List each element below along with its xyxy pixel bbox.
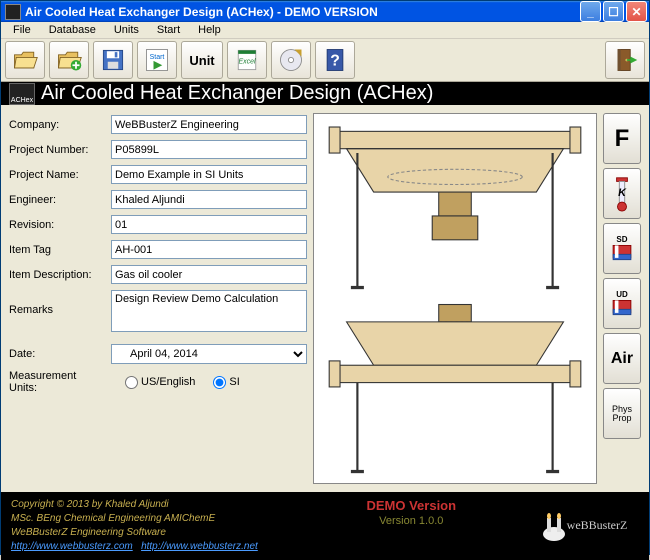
- titlebar: Air Cooled Heat Exchanger Design (ACHex)…: [1, 1, 649, 22]
- form-panel: Company: Project Number: Project Name: E…: [9, 113, 307, 484]
- menu-database[interactable]: Database: [41, 22, 104, 38]
- svg-text:?: ?: [330, 52, 340, 69]
- diagram-bottom: [314, 298, 596, 482]
- side-toolbar: F K SD UD Air Phys Prop: [603, 113, 641, 484]
- close-button[interactable]: ✕: [626, 1, 647, 22]
- label-date: Date:: [9, 348, 107, 360]
- side-phys-button[interactable]: Phys Prop: [603, 388, 641, 439]
- menu-file[interactable]: File: [5, 22, 39, 38]
- minimize-button[interactable]: _: [580, 1, 601, 22]
- svg-text:UD: UD: [616, 289, 628, 298]
- main-area: Company: Project Number: Project Name: E…: [1, 105, 649, 492]
- remarks-input[interactable]: Design Review Demo Calculation: [111, 290, 307, 332]
- footer-link1[interactable]: http://www.webbusterz.com: [11, 541, 133, 552]
- cd-button[interactable]: [271, 41, 311, 79]
- side-sd-button[interactable]: SD: [603, 223, 641, 274]
- app-icon: [5, 4, 21, 20]
- window-title: Air Cooled Heat Exchanger Design (ACHex)…: [25, 5, 580, 19]
- label-units: Measurement Units:: [9, 370, 107, 394]
- banner: ACHex Air Cooled Heat Exchanger Design (…: [1, 82, 649, 105]
- menubar: File Database Units Start Help: [1, 22, 649, 39]
- date-select[interactable]: April 04, 2014: [111, 344, 307, 364]
- exit-button[interactable]: [605, 41, 645, 79]
- radio-us[interactable]: [125, 376, 138, 389]
- footer-mid: DEMO Version Version 1.0.0: [294, 498, 529, 554]
- footer-right: weBBusterZ: [529, 498, 639, 554]
- help-button[interactable]: ?: [315, 41, 355, 79]
- label-itemtag: Item Tag: [9, 244, 107, 256]
- footer-copyright: Copyright © 2013 by Khaled Aljundi: [11, 498, 294, 512]
- menu-help[interactable]: Help: [190, 22, 229, 38]
- side-air-button[interactable]: Air: [603, 333, 641, 384]
- engineer-input[interactable]: [111, 190, 307, 209]
- label-projname: Project Name:: [9, 169, 107, 181]
- excel-button[interactable]: Excel: [227, 41, 267, 79]
- footer-company: WeBBusterZ Engineering Software: [11, 526, 294, 540]
- footer: Copyright © 2013 by Khaled Aljundi MSc. …: [1, 492, 649, 560]
- label-itemdesc: Item Description:: [9, 269, 107, 281]
- unit-button[interactable]: Unit: [181, 41, 223, 79]
- footer-demo: DEMO Version: [294, 498, 529, 513]
- units-radio-group: US/English SI: [111, 376, 240, 389]
- side-ud-button[interactable]: UD: [603, 278, 641, 329]
- radio-si-label[interactable]: SI: [213, 376, 239, 389]
- svg-text:Excel: Excel: [238, 59, 256, 66]
- svg-text:K: K: [618, 186, 627, 198]
- project-name-input[interactable]: [111, 165, 307, 184]
- menu-units[interactable]: Units: [106, 22, 147, 38]
- toolbar: Start Unit Excel ?: [1, 39, 649, 82]
- main-window: Air Cooled Heat Exchanger Design (ACHex)…: [0, 0, 650, 555]
- side-k-button[interactable]: K: [603, 168, 641, 219]
- footer-link2[interactable]: http://www.webbusterz.net: [141, 541, 258, 552]
- banner-title: Air Cooled Heat Exchanger Design (ACHex): [41, 82, 433, 105]
- diagram-top: [314, 114, 596, 298]
- open-button[interactable]: [5, 41, 45, 79]
- label-revision: Revision:: [9, 219, 107, 231]
- banner-icon: ACHex: [9, 83, 35, 105]
- company-input[interactable]: [111, 115, 307, 134]
- footer-credentials: MSc. BEng Chemical Engineering AMIChemE: [11, 512, 294, 526]
- label-projnum: Project Number:: [9, 144, 107, 156]
- menu-start[interactable]: Start: [149, 22, 188, 38]
- save-button[interactable]: [93, 41, 133, 79]
- item-tag-input[interactable]: [111, 240, 307, 259]
- radio-si[interactable]: [213, 376, 226, 389]
- svg-text:SD: SD: [616, 234, 627, 243]
- footer-version: Version 1.0.0: [294, 515, 529, 527]
- footer-logo-text: weBBusterZ: [567, 518, 628, 533]
- diagram-panel: [313, 113, 597, 484]
- footer-left: Copyright © 2013 by Khaled Aljundi MSc. …: [11, 498, 294, 554]
- side-f-button[interactable]: F: [603, 113, 641, 164]
- logo-icon: [541, 510, 567, 542]
- item-description-input[interactable]: [111, 265, 307, 284]
- label-company: Company:: [9, 119, 107, 131]
- new-button[interactable]: [49, 41, 89, 79]
- radio-us-label[interactable]: US/English: [125, 376, 195, 389]
- revision-input[interactable]: [111, 215, 307, 234]
- svg-text:Start: Start: [150, 54, 165, 61]
- maximize-button[interactable]: ☐: [603, 1, 624, 22]
- label-engineer: Engineer:: [9, 194, 107, 206]
- start-button[interactable]: Start: [137, 41, 177, 79]
- project-number-input[interactable]: [111, 140, 307, 159]
- label-remarks: Remarks: [9, 290, 107, 316]
